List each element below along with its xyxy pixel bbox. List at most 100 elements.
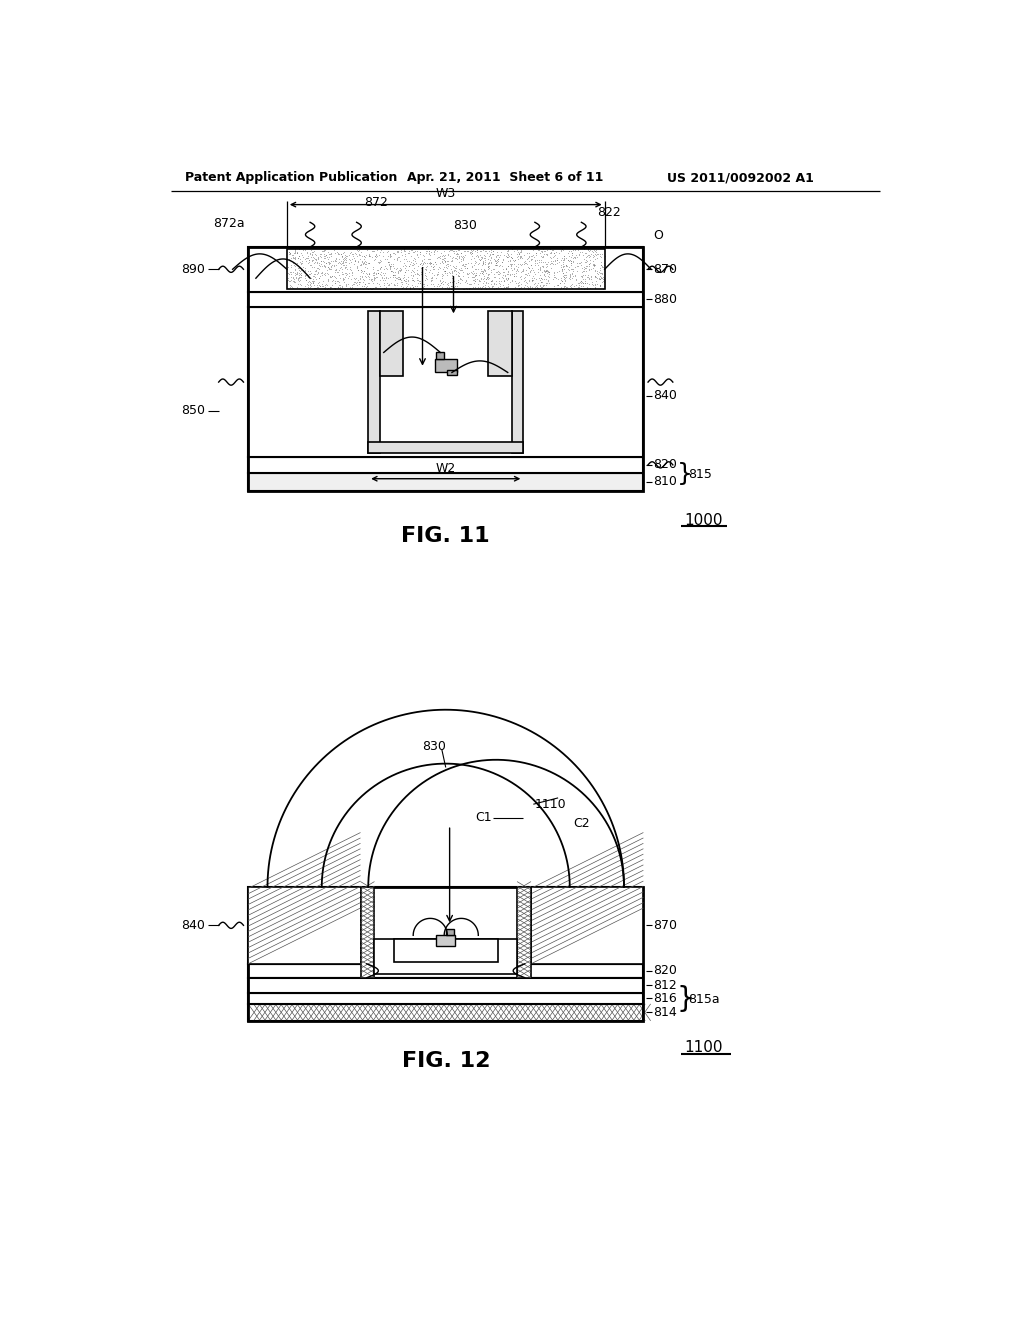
Point <box>476 265 493 286</box>
Point <box>464 263 480 284</box>
Point <box>437 260 454 281</box>
Point <box>527 246 544 267</box>
Text: 815a: 815a <box>688 993 720 1006</box>
Point <box>479 272 496 293</box>
Point <box>286 255 302 276</box>
Point <box>290 269 306 290</box>
Point <box>527 272 544 293</box>
Point <box>383 272 399 293</box>
Point <box>589 260 605 281</box>
Point <box>397 261 414 282</box>
Bar <box>445 929 454 936</box>
Point <box>352 260 369 281</box>
Point <box>323 256 339 277</box>
Point <box>291 239 307 260</box>
Point <box>508 265 524 286</box>
Point <box>345 246 361 267</box>
Point <box>554 248 570 269</box>
Point <box>476 271 493 292</box>
Point <box>297 261 313 282</box>
Point <box>332 279 348 300</box>
Point <box>588 271 604 292</box>
Point <box>388 247 404 268</box>
Point <box>315 277 332 298</box>
Point <box>487 251 504 272</box>
Point <box>316 256 333 277</box>
Point <box>546 243 562 264</box>
Point <box>392 268 409 289</box>
Point <box>426 256 442 277</box>
Point <box>549 279 565 300</box>
Point <box>290 248 306 269</box>
Point <box>281 269 297 290</box>
Point <box>300 264 316 285</box>
Bar <box>488 312 512 376</box>
Point <box>337 248 353 269</box>
Point <box>425 279 441 300</box>
Point <box>341 256 357 277</box>
Point <box>343 242 359 263</box>
Point <box>453 248 469 269</box>
Point <box>586 240 602 261</box>
Point <box>493 242 509 263</box>
Point <box>520 265 537 286</box>
Point <box>481 246 498 267</box>
Point <box>486 249 503 271</box>
Point <box>509 276 525 297</box>
Point <box>473 263 489 284</box>
Point <box>583 267 599 288</box>
Point <box>311 275 328 296</box>
Point <box>579 255 595 276</box>
Point <box>447 256 464 277</box>
Point <box>474 248 490 269</box>
Point <box>281 248 297 269</box>
Point <box>444 247 461 268</box>
Point <box>579 267 595 288</box>
Point <box>321 252 337 273</box>
Point <box>380 275 396 296</box>
Point <box>382 244 398 265</box>
Point <box>319 247 336 268</box>
Point <box>523 271 540 292</box>
Point <box>375 242 391 263</box>
Point <box>415 256 431 277</box>
Point <box>556 269 572 290</box>
Point <box>391 246 408 267</box>
Point <box>332 268 348 289</box>
Point <box>436 260 453 281</box>
Point <box>456 279 472 300</box>
Point <box>414 249 430 271</box>
Point <box>386 257 402 279</box>
Point <box>293 260 309 281</box>
Point <box>360 243 377 264</box>
Point <box>451 261 467 282</box>
Point <box>376 277 392 298</box>
Point <box>538 240 554 261</box>
Point <box>495 248 511 269</box>
Point <box>454 243 470 264</box>
Point <box>399 243 416 264</box>
Point <box>554 271 570 292</box>
Bar <box>248 473 643 491</box>
Point <box>319 279 336 300</box>
Point <box>556 277 572 298</box>
Point <box>595 267 611 288</box>
Point <box>406 242 422 263</box>
Point <box>435 259 452 280</box>
Point <box>523 269 540 290</box>
Point <box>451 239 467 260</box>
Point <box>312 243 329 264</box>
Point <box>573 242 590 263</box>
Point <box>524 269 541 290</box>
Point <box>582 246 598 267</box>
Point <box>521 261 538 282</box>
Text: 1110: 1110 <box>535 797 566 810</box>
Point <box>488 251 505 272</box>
Point <box>305 240 322 261</box>
Point <box>291 264 307 285</box>
Point <box>411 264 427 285</box>
Point <box>575 260 592 281</box>
Point <box>473 279 489 300</box>
Point <box>313 261 330 282</box>
Point <box>350 260 367 281</box>
